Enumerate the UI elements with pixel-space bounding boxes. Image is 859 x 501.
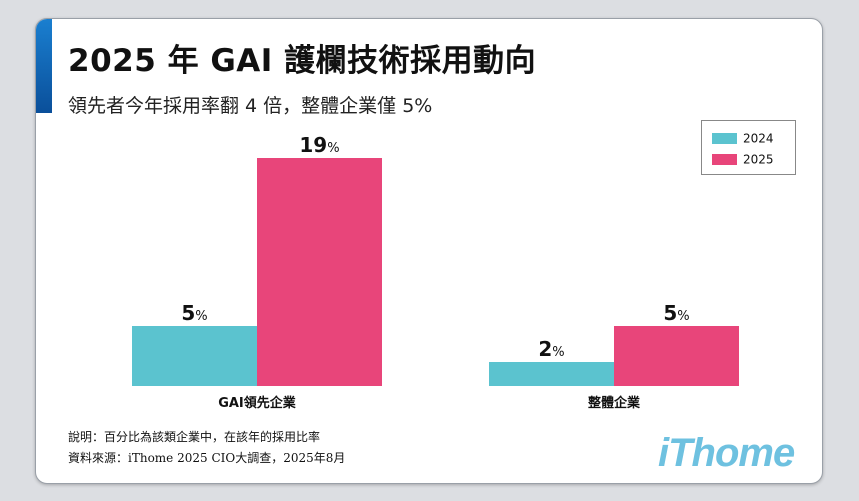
accent-bar [36,19,52,113]
chart-card: 2025 年 GAI 護欄技術採用動向 領先者今年採用率翻 4 倍，整體企業僅 … [35,18,823,484]
legend-swatch-2024 [712,133,737,144]
category-label-1: 整體企業 [587,395,641,411]
legend-item-2024: 2024 [712,131,774,146]
bar-2024-1 [489,362,614,386]
legend: 2024 2025 [701,120,796,175]
data-label-2024-0: 5% [181,301,207,325]
data-label-2025-1: 5% [663,301,689,325]
ithome-logo: iThome [658,431,795,475]
chart-subtitle: 領先者今年採用率翻 4 倍，整體企業僅 5% [68,95,433,117]
legend-label-2024: 2024 [743,131,774,146]
legend-item-2025: 2025 [712,152,774,167]
bar-2025-0 [257,158,382,386]
data-label-2025-0: 19% [299,133,339,157]
note-source: 資料來源：iThome 2025 CIO大調查，2025年8月 [68,451,346,465]
note-description: 說明：百分比為該類企業中，在該年的採用比率 [68,430,321,444]
bar-2025-1 [614,326,739,386]
category-label-0: GAI領先企業 [218,395,297,411]
legend-label-2025: 2025 [743,152,774,167]
data-label-2024-1: 2% [538,337,564,361]
legend-swatch-2025 [712,154,737,165]
footnotes: 說明：百分比為該類企業中，在該年的採用比率 資料來源：iThome 2025 C… [68,427,345,469]
bar-chart: 5% 19% GAI領先企業 2% 5% 整體企業 [132,133,739,411]
bar-2024-0 [132,326,257,386]
chart-title: 2025 年 GAI 護欄技術採用動向 [68,43,537,79]
